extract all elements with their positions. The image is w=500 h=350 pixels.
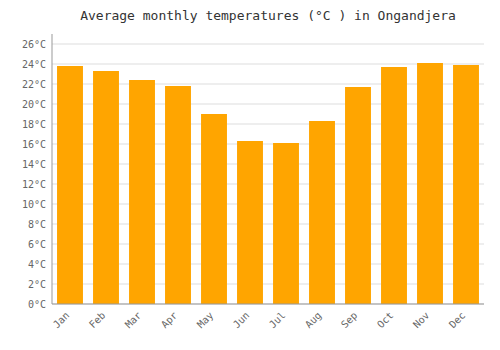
bar	[417, 63, 443, 304]
y-tick-label: 16°C	[22, 139, 46, 150]
y-axis: 0°C 2°C 4°C 6°C 8°C 10°C 12°C 14°C 16°C 18°C 20°C 2…	[22, 39, 46, 310]
y-tick-label: 2°C	[28, 279, 46, 290]
x-axis-line	[52, 304, 484, 305]
bar	[381, 67, 407, 304]
grid	[52, 44, 484, 304]
y-tick-label: 10°C	[22, 199, 46, 210]
y-tick-label: 24°C	[22, 59, 46, 70]
x-tick-label: Jul	[267, 310, 288, 331]
bar	[273, 143, 299, 304]
bar	[201, 114, 227, 304]
y-tick-label: 14°C	[22, 159, 46, 170]
x-tick-label: Jan	[51, 310, 72, 331]
page: {"chart_data": {"type": "bar", "title": …	[0, 0, 500, 350]
y-tick-label: 0°C	[28, 299, 46, 310]
chart-svg: Average monthly temperatures (°C ) in On…	[0, 0, 500, 350]
y-tick-label: 4°C	[28, 259, 46, 270]
x-tick-label: May	[195, 310, 216, 331]
x-tick-label: Dec	[447, 310, 468, 331]
bar	[57, 66, 83, 304]
bar	[309, 121, 335, 304]
bar	[237, 141, 263, 304]
grid-line	[52, 44, 484, 45]
x-tick-label: Oct	[375, 310, 396, 331]
bar	[453, 65, 479, 304]
bar	[345, 87, 371, 304]
y-tick-label: 8°C	[28, 219, 46, 230]
x-tick-label: Nov	[411, 310, 432, 331]
y-axis-line	[52, 34, 53, 304]
y-tick-label: 18°C	[22, 119, 46, 130]
bar	[165, 86, 191, 304]
y-tick-label: 6°C	[28, 239, 46, 250]
title: Average monthly temperatures (°C ) in On…	[80, 8, 456, 23]
y-tick-label: 26°C	[22, 39, 46, 50]
y-tick-label: 22°C	[22, 79, 46, 90]
x-tick-label: Apr	[159, 310, 180, 331]
bar	[129, 80, 155, 304]
bar	[93, 71, 119, 304]
x-tick-label: Sep	[339, 310, 360, 331]
y-tick-label: 20°C	[22, 99, 46, 110]
x-tick-label: Feb	[87, 310, 108, 331]
y-tick-label: 12°C	[22, 179, 46, 190]
x-tick-label: Jun	[231, 310, 252, 331]
chart-container: Average monthly temperatures (°C ) in On…	[0, 0, 500, 350]
grid-line	[52, 304, 484, 305]
x-axis: Jan Feb Mar Apr May Jun Jul Aug Sep Oct Nov Dec	[51, 310, 468, 331]
x-tick-label: Mar	[123, 310, 144, 331]
x-tick-label: Aug	[303, 310, 324, 331]
bars	[57, 63, 479, 304]
